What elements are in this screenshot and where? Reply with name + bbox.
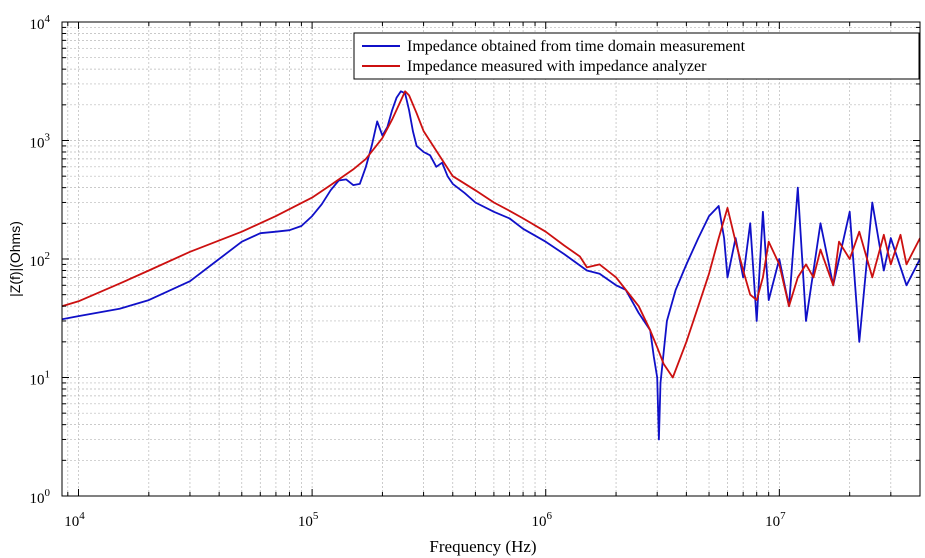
- x-tick-label: 106: [531, 510, 552, 530]
- series-layer: [62, 90, 920, 441]
- series-line-impedance-analyzer: [62, 90, 920, 379]
- legend-entry-impedance-analyzer: Impedance measured with impedance analyz…: [407, 58, 707, 75]
- y-tick-label: 100: [30, 487, 51, 507]
- x-tick-label: 104: [64, 510, 85, 530]
- x-tick-labels: 104 105 106 107: [64, 510, 786, 530]
- tick-marks: [62, 21, 921, 497]
- series-line-time-domain: [62, 90, 920, 441]
- y-tick-label: 103: [30, 132, 51, 152]
- y-axis-label: |Z(f)|(Ohms): [7, 221, 23, 297]
- y-tick-label: 102: [30, 250, 51, 270]
- legend-entry-time-domain: Impedance obtained from time domain meas…: [407, 38, 746, 55]
- legend: Impedance obtained from time domain meas…: [353, 32, 920, 80]
- y-tick-label: 101: [30, 369, 51, 389]
- legend-box: [353, 32, 920, 80]
- x-axis-label: Frequency (Hz): [429, 537, 536, 556]
- x-tick-label: 107: [765, 510, 786, 530]
- y-tick-labels: 100 101 102 103 104: [30, 13, 51, 507]
- x-tick-label: 105: [298, 510, 319, 530]
- y-tick-label: 104: [30, 13, 51, 33]
